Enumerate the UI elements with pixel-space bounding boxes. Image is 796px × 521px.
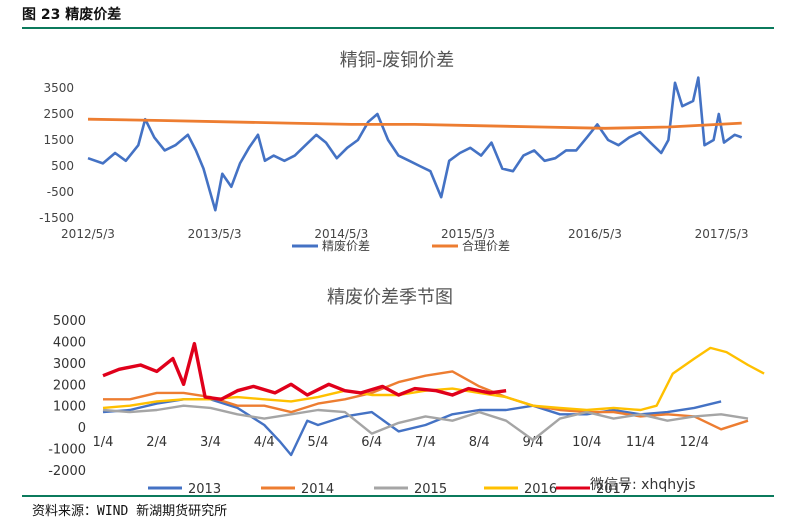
chart2-y-tick: 3000 (53, 357, 86, 372)
chart2-x-tick: 5/4 (308, 435, 329, 450)
chart1-x-tick: 2015/5/3 (441, 227, 495, 241)
chart2-series-line (102, 341, 507, 401)
chart2-legend-label: 2013 (188, 482, 221, 497)
figure-title: 图 23 精废价差 (22, 7, 122, 23)
chart1-x-tick: 2017/5/3 (695, 227, 749, 241)
chart1-y-tick: 500 (51, 159, 74, 173)
title-divider (22, 27, 774, 29)
chart2-x-tick: 10/4 (572, 435, 601, 450)
chart1-y-tick: -500 (47, 185, 74, 199)
chart2-y-tick: -2000 (48, 464, 86, 479)
chart1-x-tick: 2014/5/3 (314, 227, 368, 241)
chart2-y-tick: 1000 (53, 400, 86, 415)
chart2-x-tick: 4/4 (254, 435, 275, 450)
chart2-x-tick: 12/4 (680, 435, 709, 450)
chart2-legend-label: 2014 (301, 482, 334, 497)
chart2-series-line (102, 398, 722, 457)
chart2-x-tick: 9/4 (523, 435, 544, 450)
chart2-x-tick: 6/4 (361, 435, 382, 450)
chart1-y-tick: 3500 (43, 81, 74, 95)
chart1-series-line (87, 117, 742, 130)
chart1-x-tick: 2013/5/3 (188, 227, 242, 241)
chart1-y-tick: 2500 (43, 107, 74, 121)
chart2-x-tick: 11/4 (626, 435, 655, 450)
source-note: 资料来源：WIND 新湖期货研究所 (32, 504, 228, 519)
chart2-x-tick: 2/4 (146, 435, 167, 450)
chart2-x-tick: 8/4 (469, 435, 490, 450)
chart2-legend-label: 2016 (524, 482, 557, 497)
chart-spread: 精铜-废铜价差 3500 2500 1500 500 -500 -1500 2012/5/… (39, 50, 749, 253)
source-divider (22, 495, 774, 497)
chart2-x-tick: 3/4 (200, 435, 221, 450)
chart2-x-tick: 7/4 (415, 435, 436, 450)
chart1-title: 精铜-废铜价差 (340, 50, 455, 71)
chart1-series-line (87, 76, 743, 212)
chart2-y-tick: -1000 (48, 443, 86, 458)
chart1-legend-label: 合理价差 (462, 238, 510, 253)
chart1-x-tick: 2016/5/3 (568, 227, 622, 241)
wechat-watermark: 微信号: xhqhyjs (590, 477, 696, 493)
chart1-y-tick: 1500 (43, 133, 74, 147)
chart2-series-line (102, 404, 749, 442)
chart2-y-tick: 4000 (53, 335, 86, 350)
chart1-x-tick: 2012/5/3 (61, 227, 115, 241)
chart1-y-tick: -1500 (39, 211, 74, 225)
chart2-legend-label: 2017 (596, 482, 629, 497)
chart2-y-tick: 5000 (53, 314, 86, 329)
chart2-x-tick: 1/4 (93, 435, 114, 450)
chart2-title: 精废价差季节图 (327, 287, 453, 308)
chart1-legend-label: 精废价差 (322, 238, 370, 253)
chart2-y-tick: 0 (78, 421, 86, 436)
chart2-y-tick: 2000 (53, 378, 86, 393)
chart2-legend-label: 2015 (414, 482, 447, 497)
